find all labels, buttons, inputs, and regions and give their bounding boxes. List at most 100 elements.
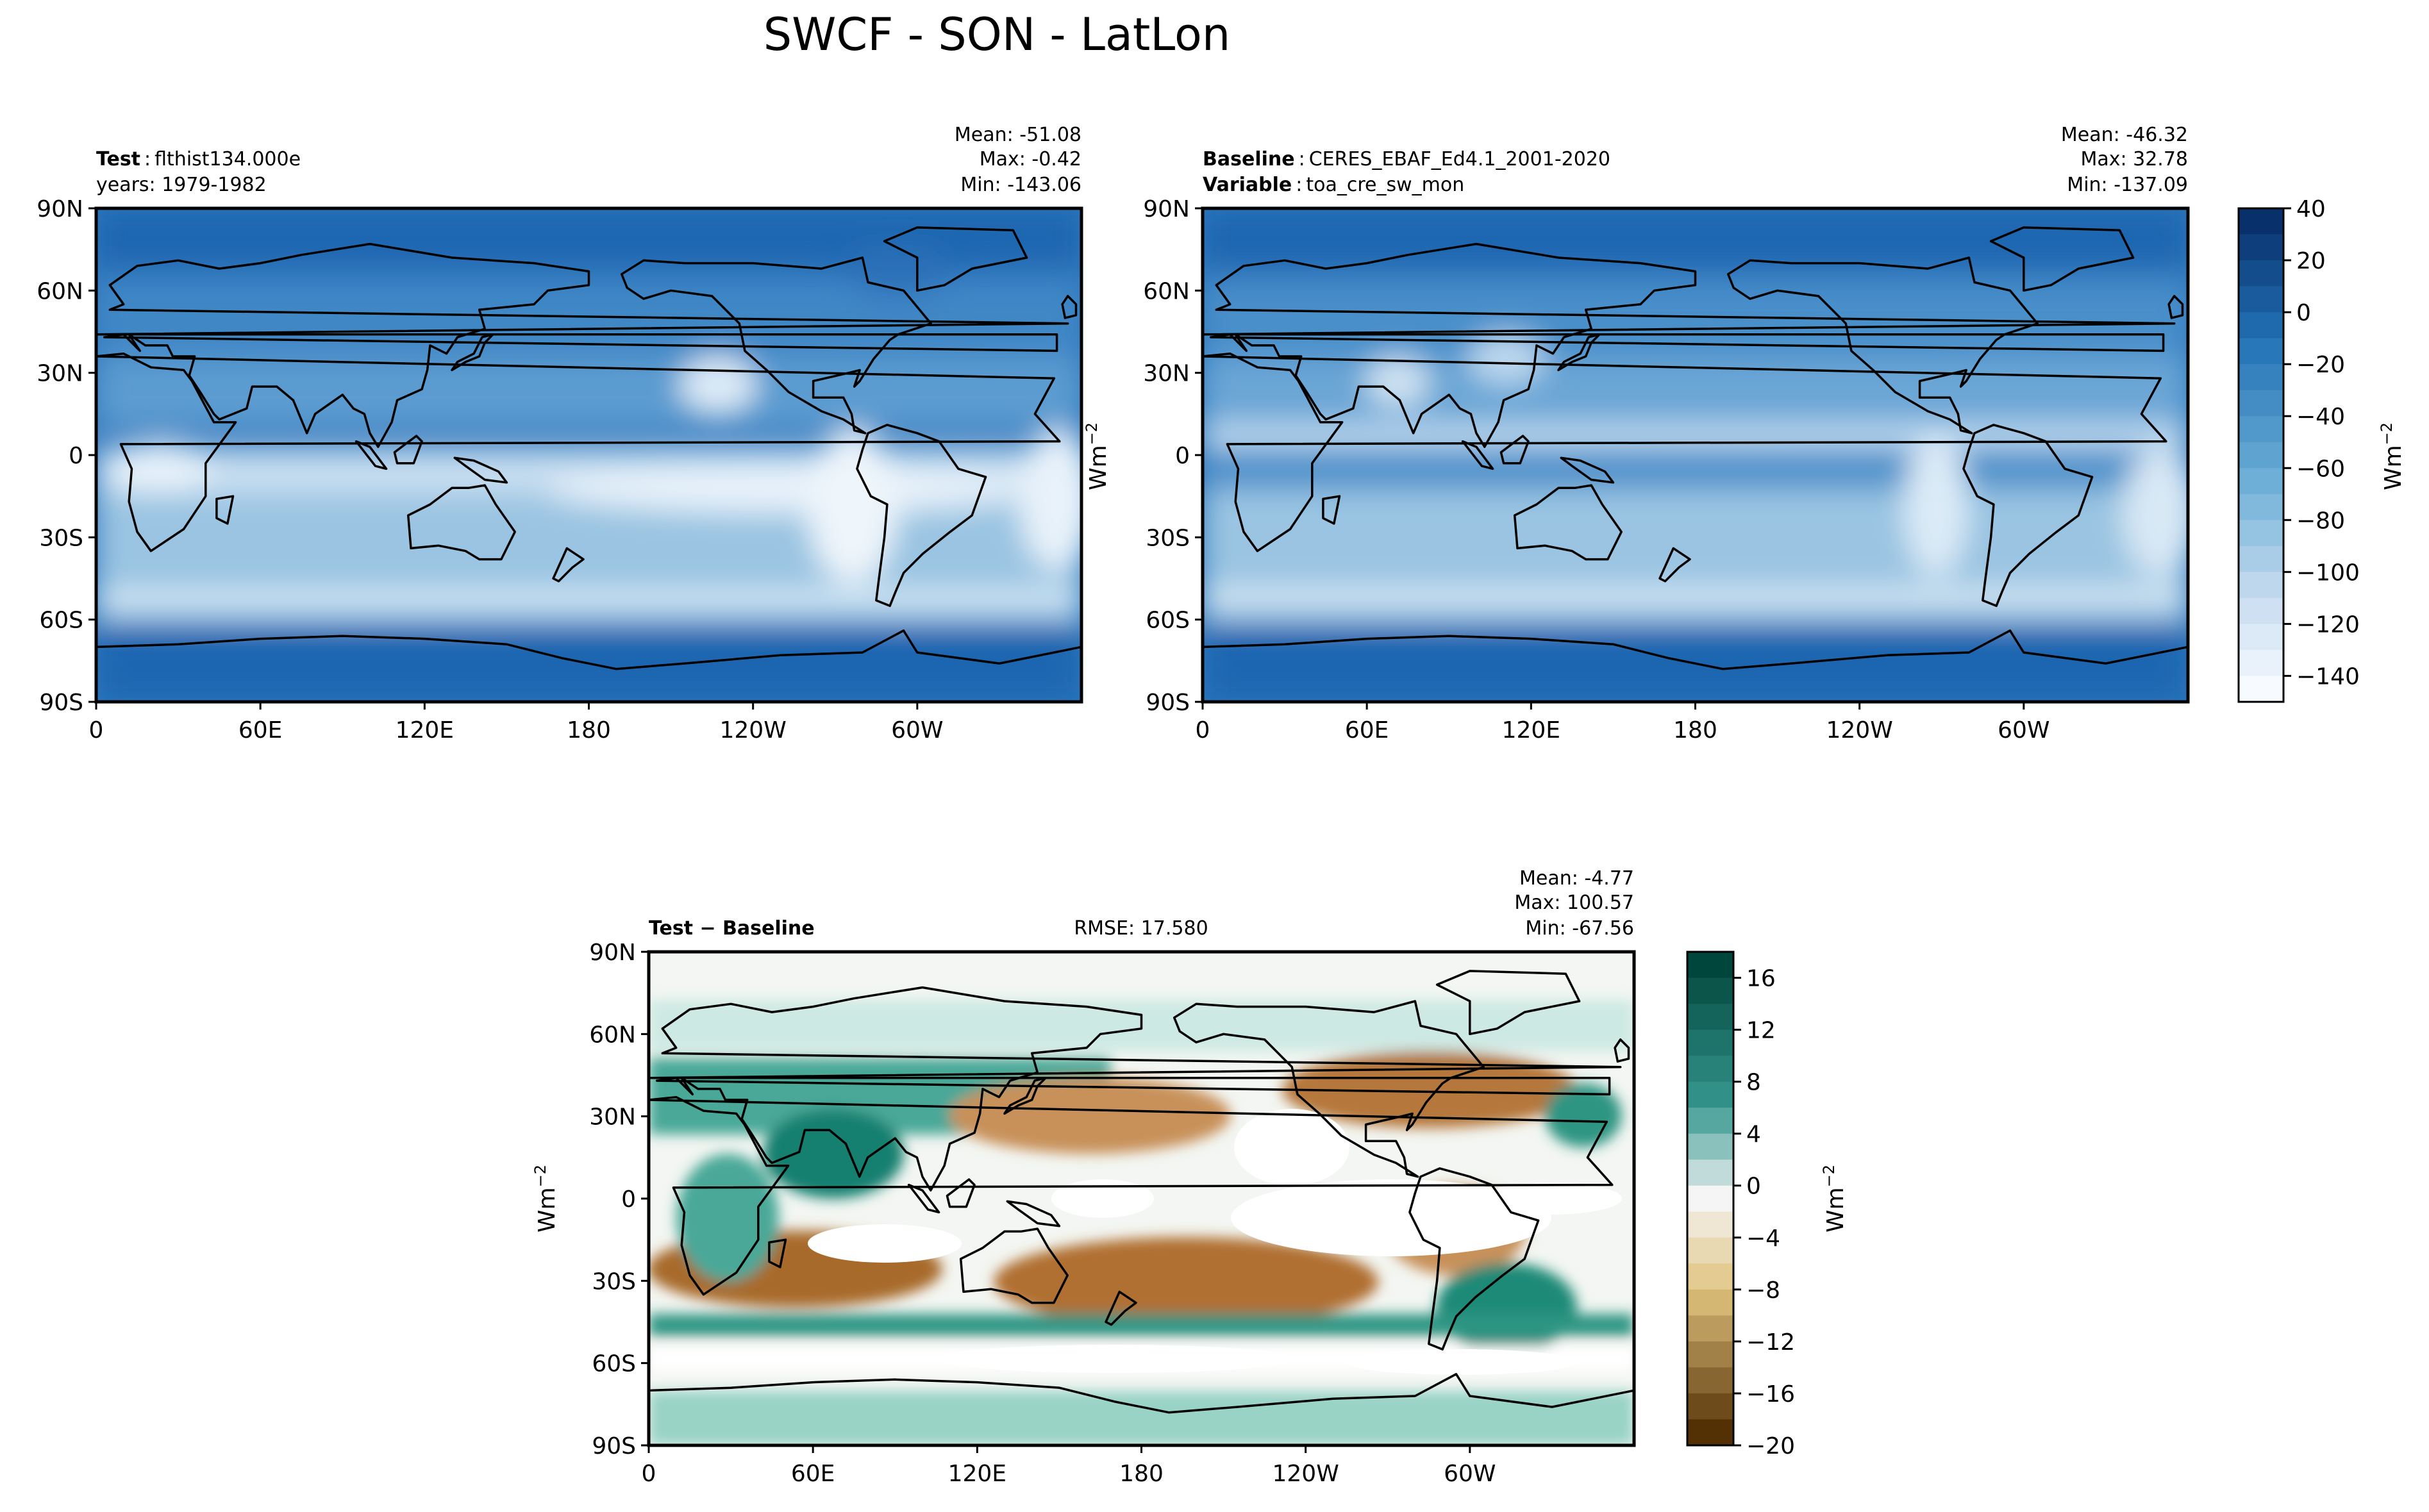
lat-tick-label: 30N bbox=[1143, 361, 1190, 387]
colorbar-tick-label: −20 bbox=[2296, 352, 2345, 378]
lat-tick-label: 0 bbox=[69, 443, 83, 469]
colorbar-segment bbox=[2239, 572, 2283, 599]
colorbar-tick-label: 4 bbox=[1746, 1122, 1761, 1148]
baseline-label-sep: : bbox=[1299, 148, 1305, 170]
coastline-sumatra bbox=[907, 1183, 940, 1214]
baseline-coastlines bbox=[1203, 226, 2188, 702]
difference-stat-min: Min: -67.56 bbox=[1525, 917, 1634, 940]
colorbar-segment bbox=[2239, 312, 2283, 339]
coastline-australia bbox=[959, 1227, 1069, 1304]
lon-tick-label: 180 bbox=[567, 717, 611, 744]
coastline-namerica bbox=[1173, 1000, 1485, 1178]
coastline-japan bbox=[1003, 1077, 1047, 1115]
lon-tick-label: 60W bbox=[1444, 1461, 1496, 1487]
baseline-panel-label: Baseline: CERES_EBAF_Ed4.1_2001-2020 bbox=[1203, 148, 1610, 170]
test-label-text: flthist134.000e bbox=[154, 148, 301, 170]
coastline-sumatra bbox=[1461, 440, 1494, 470]
coastline-samerica bbox=[856, 424, 987, 608]
lat-tick-label: 30S bbox=[592, 1268, 636, 1295]
difference-panel: Test − Baseline RMSE: 17.580 Mean: -4.77… bbox=[531, 867, 1634, 1487]
colorbar-tick-label: −40 bbox=[2296, 404, 2345, 430]
colorbar-tick-label: −20 bbox=[1746, 1433, 1795, 1459]
colorbar-tick-label: 8 bbox=[1746, 1070, 1761, 1096]
colorbar-segment bbox=[1687, 1419, 1733, 1446]
test-panel-label: Test: flthist134.000e bbox=[96, 148, 301, 170]
difference-unit-label: Wm−2 bbox=[531, 1165, 560, 1233]
colorbar-segment bbox=[1687, 1367, 1733, 1394]
colorbar-segment bbox=[1687, 1263, 1733, 1290]
lat-tick-label: 30S bbox=[1146, 525, 1190, 551]
lon-tick-label: 0 bbox=[642, 1461, 656, 1487]
colorbar-segment bbox=[1687, 952, 1733, 979]
test-coastlines bbox=[96, 226, 1081, 702]
coastline-samerica bbox=[1962, 424, 2094, 608]
lat-tick-label: 0 bbox=[621, 1186, 636, 1213]
lat-tick-label: 60S bbox=[1146, 608, 1190, 634]
coastline-newguinea bbox=[1560, 456, 1615, 484]
difference-coastlines bbox=[649, 970, 1634, 1445]
lat-tick-label: 60N bbox=[589, 1022, 636, 1048]
test-unit-base: Wm bbox=[1085, 445, 1112, 490]
test-map-frame bbox=[94, 206, 1083, 704]
colorbar-segment bbox=[1687, 1315, 1733, 1342]
difference-panel-label: Test − Baseline bbox=[649, 917, 815, 940]
colorbar-segment bbox=[2239, 338, 2283, 365]
coastline-japan bbox=[451, 333, 494, 372]
colorbar-tick-label: 40 bbox=[2296, 196, 2326, 222]
coastline-newguinea bbox=[1006, 1200, 1061, 1227]
difference-lat-ticks: 90N 60N 30N 0 30S 60S 90S bbox=[589, 940, 649, 1459]
coastline-borneo bbox=[393, 435, 423, 465]
test-unit-exp: −2 bbox=[1083, 422, 1101, 445]
colorbar-segment bbox=[2239, 649, 2283, 677]
lon-tick-label: 120W bbox=[1826, 717, 1893, 744]
colorbar-segment bbox=[1687, 1081, 1733, 1108]
variable-label-bold: Variable bbox=[1203, 174, 1292, 196]
colorbar-tick-label: 0 bbox=[1746, 1174, 1761, 1200]
coastline-uk bbox=[1061, 295, 1078, 319]
colorbar-segment bbox=[2239, 468, 2283, 495]
lon-tick-label: 180 bbox=[1119, 1461, 1164, 1487]
coastline-australia bbox=[406, 484, 516, 561]
figure-title: SWCF - SON - LatLon bbox=[764, 8, 1231, 61]
baseline-stat-mean: Mean: -46.32 bbox=[2061, 124, 2188, 146]
test-map-field bbox=[96, 208, 1081, 702]
colorbar-segment bbox=[1687, 1211, 1733, 1238]
colorbar-segment bbox=[1687, 1237, 1733, 1265]
coastline-greenland bbox=[1435, 970, 1581, 1036]
lon-tick-label: 120W bbox=[1273, 1461, 1339, 1487]
colorbar-segment bbox=[1687, 1004, 1733, 1031]
difference-colorbar-exp: −2 bbox=[1820, 1165, 1838, 1187]
coastline-africa bbox=[96, 352, 1061, 552]
colorbar-tick-label: 16 bbox=[1746, 966, 1776, 992]
difference-rmse: RMSE: 17.580 bbox=[1074, 917, 1208, 940]
coastline-madagascar bbox=[215, 495, 235, 525]
coastline-greenland bbox=[1989, 226, 2135, 292]
lon-tick-label: 60E bbox=[238, 717, 283, 744]
coastline-australia bbox=[1513, 484, 1623, 561]
colorbar-segment bbox=[2239, 597, 2283, 625]
lat-tick-label: 30N bbox=[37, 361, 83, 387]
colorbar-segment bbox=[1687, 1108, 1733, 1134]
difference-colorbar-label: Wm−2 bbox=[1820, 1165, 1849, 1233]
coastline-newzealand bbox=[1658, 547, 1691, 583]
lat-tick-label: 60N bbox=[1143, 278, 1190, 304]
baseline-stat-min: Min: -137.09 bbox=[2067, 174, 2188, 196]
colorbar-segment bbox=[2239, 260, 2283, 287]
colorbar-segment bbox=[2239, 390, 2283, 417]
swcf-colorbar-label: Wm−2 bbox=[2378, 422, 2407, 490]
lat-tick-label: 90S bbox=[592, 1433, 636, 1459]
variable-label-sep: : bbox=[1296, 174, 1302, 196]
lat-tick-label: 90N bbox=[589, 940, 636, 966]
colorbar-tick-label: −16 bbox=[1746, 1381, 1795, 1408]
colorbar-tick-label: 20 bbox=[2296, 248, 2326, 274]
coastline-eurasia bbox=[649, 986, 1622, 1192]
colorbar-segment bbox=[2239, 494, 2283, 521]
test-stat-max: Max: -0.42 bbox=[980, 148, 1081, 170]
baseline-label-text: CERES_EBAF_Ed4.1_2001-2020 bbox=[1309, 148, 1610, 170]
colorbar-frame bbox=[2237, 207, 2285, 703]
lon-tick-label: 60W bbox=[1998, 717, 2049, 744]
coastline-madagascar bbox=[768, 1238, 787, 1268]
lon-tick-label: 60E bbox=[1345, 717, 1389, 744]
colorbar-tick-label: 12 bbox=[1746, 1018, 1776, 1044]
coastline-borneo bbox=[1499, 435, 1530, 465]
